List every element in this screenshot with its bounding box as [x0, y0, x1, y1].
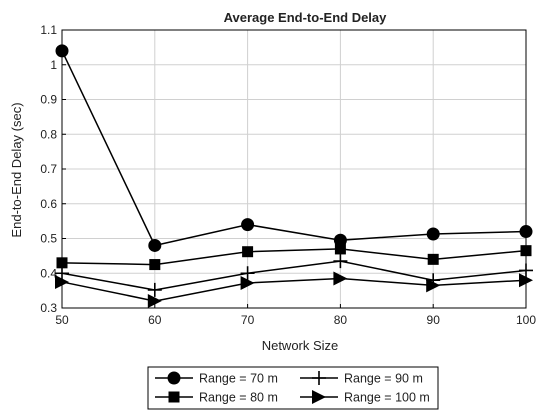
x-tick-label: 60	[148, 313, 162, 327]
series-line	[61, 248, 527, 266]
series-triangle-right	[55, 271, 533, 309]
data-point	[333, 271, 348, 286]
x-tick-label: 100	[516, 313, 536, 327]
legend-swatch-marker	[167, 371, 181, 385]
legend: Range = 70 m Range = 80 m Range = 90 m Rang…	[147, 366, 439, 410]
x-tick-label: 70	[241, 313, 255, 327]
data-point	[147, 294, 162, 309]
data-point	[242, 246, 254, 258]
data-point	[55, 274, 69, 289]
y-tick-label: 0.4	[40, 266, 57, 280]
data-point	[56, 257, 68, 269]
data-point	[426, 278, 441, 293]
y-tick-label: 0.5	[40, 232, 57, 246]
data-point	[334, 243, 346, 255]
y-tick-label: 0.7	[40, 162, 57, 176]
legend-swatch-marker	[312, 371, 326, 385]
y-tick-label: 0.6	[40, 197, 57, 211]
series-line	[61, 277, 527, 302]
series-square	[56, 243, 532, 271]
y-axis-label: End-to-End Delay (sec)	[9, 102, 24, 237]
data-point	[519, 225, 533, 239]
x-tick-label: 90	[427, 313, 441, 327]
legend-item: Range = 100 m	[300, 390, 430, 405]
data-point	[519, 263, 533, 278]
legend-label: Range = 90 m	[344, 372, 423, 386]
x-tick-label: 80	[334, 313, 348, 327]
legend-label: Range = 70 m	[199, 372, 278, 386]
data-point	[519, 273, 533, 288]
grid	[61, 29, 527, 309]
legend-label: Range = 80 m	[199, 391, 278, 405]
x-tick-label: 50	[55, 313, 69, 327]
series-layer	[55, 44, 533, 309]
legend-item: Range = 90 m	[300, 371, 423, 386]
series-line	[61, 50, 527, 247]
series-plus	[55, 254, 533, 297]
legend-swatch-marker	[312, 390, 326, 404]
data-point	[147, 282, 162, 297]
y-tick-label: 0.3	[40, 301, 57, 315]
data-point	[240, 275, 255, 290]
legend-box	[147, 366, 439, 410]
data-point	[427, 253, 439, 265]
axis-ticks: 50 60 70 80 90 100 0.3 0.4 0.5 0.6 0.7 0.8 0.9 1 1.1	[40, 23, 536, 327]
y-tick-label: 0.8	[40, 127, 57, 141]
legend-item: Range = 80 m	[155, 391, 278, 405]
x-axis-label: Network Size	[262, 338, 339, 353]
legend-item: Range = 70 m	[155, 371, 278, 386]
data-point	[55, 44, 69, 58]
data-point	[426, 227, 440, 241]
data-point	[241, 218, 255, 232]
legend-label: Range = 100 m	[344, 391, 430, 405]
data-point	[520, 245, 532, 257]
y-tick-label: 1.1	[40, 23, 57, 37]
data-point	[55, 266, 69, 281]
data-point	[240, 266, 255, 281]
series-line	[61, 260, 527, 291]
series-circle	[55, 44, 533, 252]
chart-title: Average End-to-End Delay	[224, 10, 388, 25]
y-tick-label: 0.9	[40, 93, 57, 107]
legend-swatch-marker	[168, 391, 180, 403]
data-point	[333, 254, 348, 269]
y-tick-label: 1	[50, 58, 57, 72]
data-point	[149, 259, 161, 271]
data-point	[148, 238, 162, 252]
